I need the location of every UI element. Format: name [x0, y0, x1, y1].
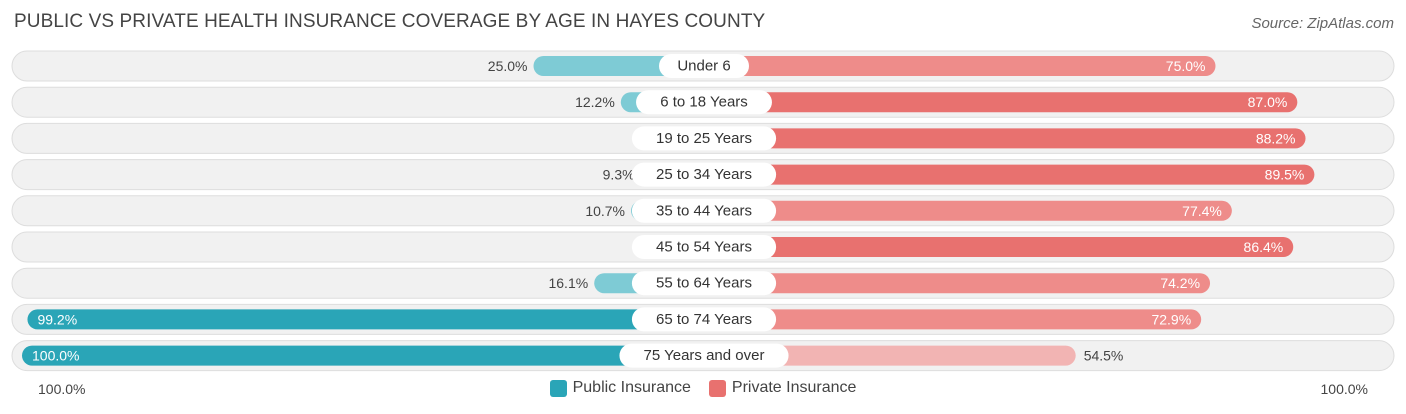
value-label-public: 12.2% — [575, 94, 615, 110]
legend: Public Insurance Private Insurance — [0, 379, 1406, 397]
bar-private — [704, 200, 1232, 221]
legend-item-public: Public Insurance — [549, 379, 691, 397]
value-label-public: 25.0% — [488, 58, 528, 74]
legend-item-private: Private Insurance — [708, 379, 857, 397]
value-label-public: 9.3% — [603, 167, 635, 183]
category-label: 19 to 25 Years — [656, 130, 752, 147]
legend-swatch-private — [708, 379, 726, 397]
category-label: 45 to 54 Years — [656, 239, 752, 256]
category-label: 35 to 44 Years — [656, 202, 752, 219]
legend-swatch-public — [549, 379, 567, 397]
bar-private — [704, 92, 1298, 113]
value-label-public: 16.1% — [548, 275, 588, 291]
value-label-public: 99.2% — [37, 311, 77, 327]
category-label: 6 to 18 Years — [660, 94, 748, 111]
value-label-private: 72.9% — [1151, 311, 1191, 327]
bar-private — [704, 164, 1315, 185]
source-note: Source: ZipAtlas.com — [1251, 15, 1394, 32]
value-label-private: 87.0% — [1248, 94, 1288, 110]
category-pill — [636, 90, 772, 115]
chart-row: 2.9%88.2%19 to 25 Years — [11, 122, 1395, 154]
legend-label-private: Private Insurance — [731, 379, 857, 396]
bar-private — [704, 273, 1211, 294]
bar-public — [22, 345, 704, 366]
value-label-private: 88.2% — [1256, 130, 1296, 146]
value-label-private: 75.0% — [1166, 58, 1206, 74]
category-pill — [631, 271, 777, 296]
value-label-private: 89.5% — [1265, 167, 1305, 183]
chart-row: 25.0% 75.0% Under 6 — [11, 50, 1395, 82]
value-label-private: 54.5% — [1084, 348, 1124, 364]
value-label-private: 77.4% — [1182, 203, 1222, 219]
bar-private — [704, 309, 1202, 330]
axis-left-label: 100.0% — [38, 381, 86, 397]
chart-row: 16.1% 74.2% 55 to 64 Years — [11, 267, 1395, 299]
value-label-public: 100.0% — [32, 348, 79, 364]
bar-private — [704, 128, 1306, 149]
category-pill — [631, 162, 777, 187]
bar-private — [704, 56, 1216, 76]
category-pill — [659, 54, 749, 78]
category-label: 65 to 74 Years — [656, 311, 752, 328]
category-label: 25 to 34 Years — [656, 166, 752, 183]
category-pill — [631, 235, 777, 259]
chart-row: 10.7% 77.4% 35 to 44 Years — [11, 195, 1395, 227]
category-label: 75 Years and over — [644, 347, 765, 364]
category-label: 55 to 64 Years — [656, 275, 752, 292]
value-label-private: 74.2% — [1160, 275, 1200, 291]
chart-row: 100.0% 54.5% 75 Years and over — [11, 340, 1395, 372]
category-pill — [631, 198, 777, 223]
axis-right-label: 100.0% — [1320, 381, 1368, 397]
category-label: Under 6 — [677, 58, 730, 75]
bar-private — [704, 237, 1294, 257]
chart-row: 4.9%86.4%45 to 54 Years — [11, 231, 1395, 263]
value-label-public: 10.7% — [585, 203, 625, 219]
chart-row: 12.2% 87.0% 6 to 18 Years — [11, 86, 1395, 118]
bar-public — [27, 309, 705, 330]
chart-row: 9.3% 89.5% 25 to 34 Years — [11, 159, 1395, 191]
chart-title: PUBLIC VS PRIVATE HEALTH INSURANCE COVER… — [14, 11, 766, 32]
legend-label-public: Public Insurance — [572, 379, 691, 396]
category-pill — [619, 343, 789, 368]
value-label-private: 86.4% — [1244, 239, 1284, 255]
bar-private — [704, 345, 1076, 366]
category-pill — [631, 307, 777, 332]
category-pill — [631, 126, 777, 151]
chart-row: 99.2% 72.9% 65 to 74 Years — [11, 303, 1395, 335]
